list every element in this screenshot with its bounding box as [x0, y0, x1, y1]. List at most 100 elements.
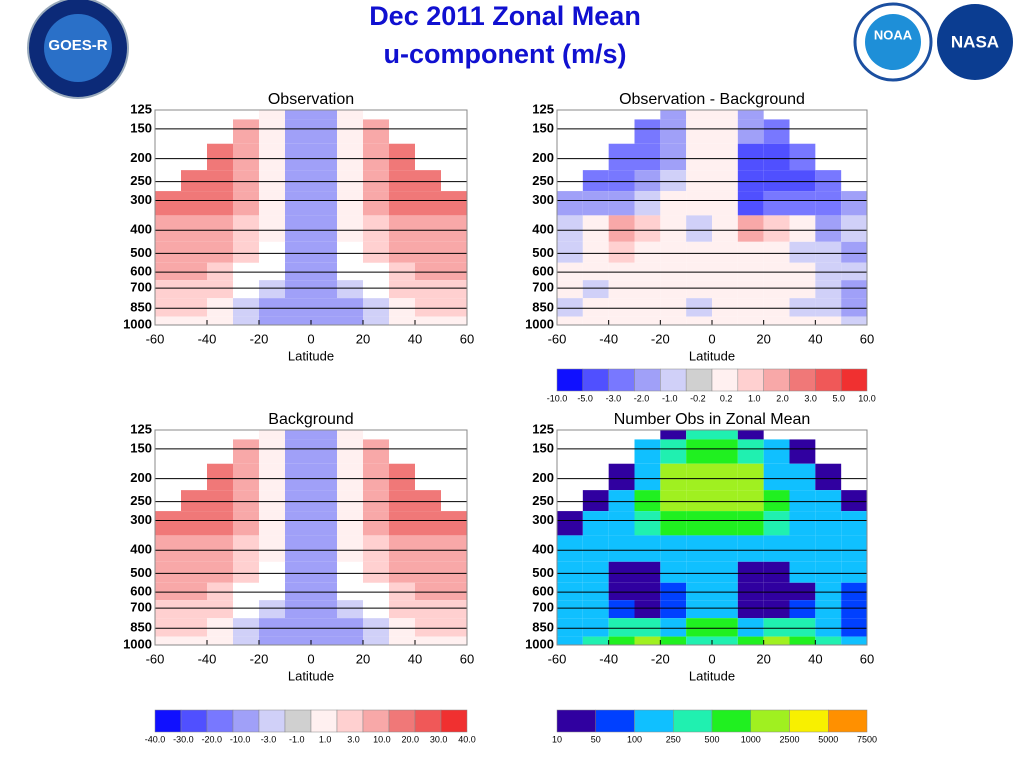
heat-cell [582, 191, 609, 216]
heat-cell [181, 215, 207, 242]
heat-cell [686, 511, 712, 536]
heat-cell [737, 618, 764, 637]
panel-title: Observation - Background [619, 91, 805, 108]
heat-cell [389, 463, 415, 491]
heat-cell [686, 298, 712, 317]
heat-cell [789, 215, 816, 242]
heat-cell [233, 439, 259, 464]
heat-cell [712, 191, 738, 216]
heat-cell [337, 463, 363, 491]
heat-cell [207, 561, 233, 583]
x-tick-label: -20 [250, 651, 269, 666]
heat-cell [259, 511, 285, 536]
heat-cell [582, 280, 609, 299]
heat-cell [389, 582, 415, 601]
x-tick-label: 60 [860, 331, 874, 346]
heat-cell [285, 439, 311, 464]
color-box [284, 709, 312, 733]
heat-cell [789, 511, 816, 536]
heat-cell [686, 262, 712, 281]
heat-cell [763, 600, 790, 619]
heat-cell [789, 262, 816, 281]
heat-cell [389, 535, 415, 562]
heat-cell [207, 191, 233, 216]
heat-cell [415, 618, 441, 637]
y-tick-label: 500 [532, 565, 554, 580]
heat-cell [155, 241, 181, 263]
heat-cell [363, 463, 389, 491]
heat-cell [737, 215, 764, 242]
heat-cell [686, 490, 712, 512]
noaa-logo: NOAA [853, 2, 933, 82]
plot-frame [154, 429, 468, 646]
colorbar-label: 2500 [779, 734, 799, 744]
heat-cell [763, 119, 790, 144]
heat-cell [608, 618, 635, 637]
heat-cell [285, 511, 311, 536]
heat-cell [686, 636, 712, 645]
heat-cell [686, 191, 712, 216]
heat-cell [557, 636, 583, 645]
y-tick-label: 150 [532, 120, 554, 135]
heat-cell [582, 582, 609, 601]
heat-cell [686, 582, 712, 601]
heat-cell [660, 490, 687, 512]
heat-cell [789, 582, 816, 601]
heat-cell [311, 439, 337, 464]
heat-cell [233, 561, 259, 583]
heat-cell [686, 430, 712, 440]
heat-cell [763, 241, 790, 263]
heat-cell [181, 582, 207, 601]
x-axis-label: Latitude [689, 668, 735, 683]
heat-cell [815, 535, 842, 562]
heat-cell [737, 298, 764, 317]
colorbar-label: -10.0 [547, 393, 568, 403]
heat-cell [415, 262, 441, 281]
heat-cell [763, 316, 790, 325]
heat-cell [441, 636, 467, 645]
heat-cell [259, 143, 285, 171]
heat-cell [608, 463, 635, 491]
heat-cell [815, 262, 842, 281]
heat-cell [712, 535, 738, 562]
heat-cell [634, 511, 661, 536]
heat-cell [608, 191, 635, 216]
heat-cell [285, 170, 311, 192]
heat-cell [582, 511, 609, 536]
heat-cell [841, 280, 867, 299]
heat-cell [660, 430, 687, 440]
heat-cell [337, 143, 363, 171]
heat-cell [660, 143, 687, 171]
heat-cell [389, 170, 415, 192]
heat-cell [634, 143, 661, 171]
heat-cell [660, 511, 687, 536]
heat-cell [789, 316, 816, 325]
y-tick-label: 850 [130, 300, 152, 315]
heat-cell [763, 143, 790, 171]
heat-cell [415, 170, 441, 192]
heat-cell [737, 636, 764, 645]
y-tick-label: 850 [130, 620, 152, 635]
heat-cell [337, 298, 363, 317]
heat-cell [841, 561, 867, 583]
heat-cell [285, 535, 311, 562]
heat-cell [441, 600, 467, 619]
x-tick-label: -60 [146, 331, 165, 346]
heat-cell [337, 119, 363, 144]
heat-cell [712, 430, 738, 440]
heat-cell [737, 119, 764, 144]
heat-cell [311, 298, 337, 317]
heat-cell [233, 215, 259, 242]
heat-cell [311, 463, 337, 491]
heat-cell [789, 280, 816, 299]
heat-cell [207, 170, 233, 192]
x-tick-label: -40 [198, 331, 217, 346]
heat-cell [712, 143, 738, 171]
heat-cell [259, 636, 285, 645]
color-box [828, 709, 868, 733]
heat-cell [285, 463, 311, 491]
heat-cell [737, 262, 764, 281]
heat-cell [363, 241, 389, 263]
heat-cell [181, 490, 207, 512]
